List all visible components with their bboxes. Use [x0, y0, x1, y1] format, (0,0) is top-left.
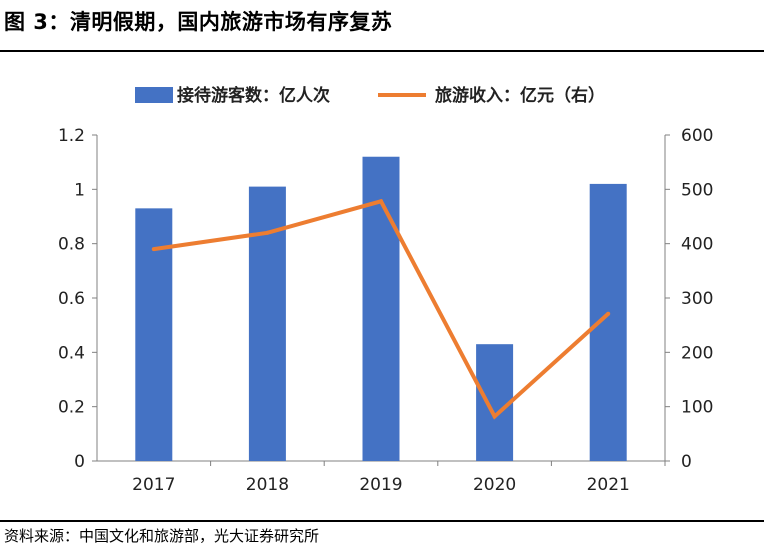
- x-tick-label: 2020: [473, 475, 516, 495]
- right-tick-label: 100: [681, 398, 713, 418]
- right-tick-label: 0: [681, 452, 692, 472]
- revenue-point-2017: [151, 247, 156, 252]
- left-tick-label: 1.2: [58, 126, 85, 146]
- legend-bar-label: 接待游客数：亿人次: [177, 85, 330, 106]
- figure-title: 图 3：清明假期，国内旅游市场有序复苏: [4, 10, 393, 34]
- legend-line-label: 旅游收入：亿元（右）: [435, 85, 605, 106]
- revenue-point-2018: [265, 230, 270, 235]
- bottom-rule: [0, 520, 764, 522]
- revenue-point-2019: [379, 199, 383, 204]
- x-tick-label: 2021: [587, 475, 630, 495]
- left-tick-label: 0.8: [58, 235, 85, 255]
- bar-2021: [589, 183, 627, 461]
- right-tick-label: 200: [681, 343, 713, 363]
- bar-2020: [476, 344, 514, 461]
- right-tick-label: 400: [681, 235, 713, 255]
- source-note: 资料来源：中国文化和旅游部，光大证券研究所: [4, 527, 320, 545]
- left-tick-label: 0.6: [58, 289, 85, 309]
- left-tick-label: 1: [74, 180, 85, 200]
- left-tick-label: 0.4: [58, 343, 85, 363]
- left-tick-label: 0.2: [58, 398, 85, 418]
- left-tick-label: 0: [74, 452, 85, 472]
- legend-bar-swatch: [135, 87, 173, 103]
- top-rule: [0, 50, 764, 52]
- right-tick-label: 600: [681, 126, 713, 146]
- revenue-point-2020: [492, 414, 497, 419]
- x-tick-label: 2019: [359, 475, 402, 495]
- revenue-point-2021: [606, 311, 611, 316]
- right-tick-label: 500: [681, 180, 713, 200]
- bar-2019: [362, 156, 400, 461]
- right-tick-label: 300: [681, 289, 713, 309]
- x-tick-label: 2018: [246, 475, 289, 495]
- x-tick-label: 2017: [132, 475, 175, 495]
- chart: 0 0.2 0.4 0.6 0.8 1 1.2 0 100 200 300 400 500 600 2017…: [58, 85, 714, 495]
